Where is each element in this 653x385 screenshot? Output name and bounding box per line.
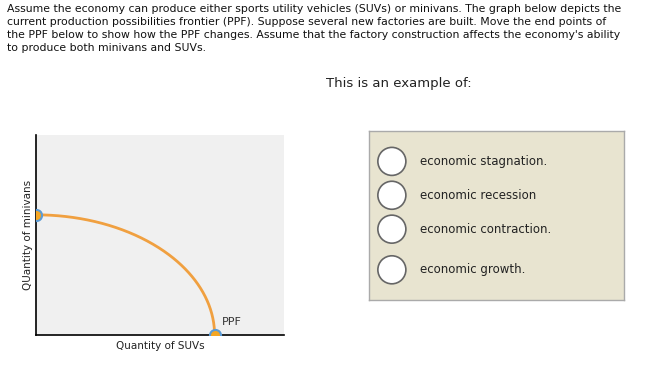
Ellipse shape [378,147,406,176]
Ellipse shape [378,256,406,284]
Ellipse shape [378,181,406,209]
Text: economic recession: economic recession [420,189,536,202]
Text: PPF: PPF [222,317,242,327]
Text: This is an example of:: This is an example of: [326,77,472,90]
Text: economic stagnation.: economic stagnation. [420,155,547,168]
Ellipse shape [378,215,406,243]
Text: economic growth.: economic growth. [420,263,525,276]
X-axis label: Quantity of SUVs: Quantity of SUVs [116,340,204,350]
Text: Assume the economy can produce either sports utility vehicles (SUVs) or minivans: Assume the economy can produce either sp… [7,4,621,54]
Text: economic contraction.: economic contraction. [420,223,551,236]
Y-axis label: QUantity of minivans: QUantity of minivans [23,180,33,290]
